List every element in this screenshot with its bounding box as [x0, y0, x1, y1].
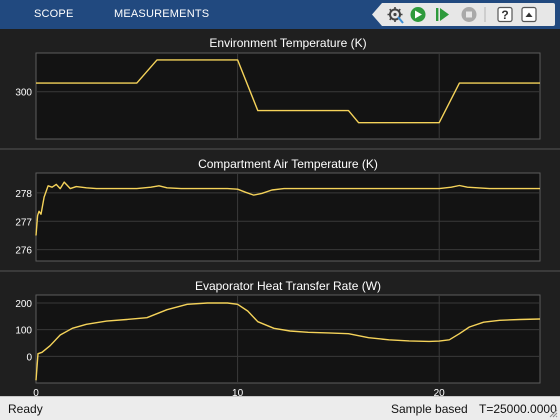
- status-sample-mode: Sample based: [391, 402, 468, 416]
- help-icon[interactable]: ?: [497, 6, 513, 23]
- x-tick-label: 10: [232, 388, 244, 396]
- scope-plot-area: 300 Environment Temperature (K) 276 277 278 C…: [0, 29, 560, 396]
- panel-title: Compartment Air Temperature (K): [198, 157, 378, 171]
- settings-gear-icon[interactable]: [387, 7, 404, 24]
- axes-background[interactable]: [35, 294, 541, 384]
- svg-text:?: ?: [501, 8, 508, 22]
- scope-panel-2: 276 277 278 Compartment Air Temperature (K): [15, 157, 541, 262]
- y-tick-label: 300: [15, 88, 32, 99]
- scope-panel-1: 300 Environment Temperature (K): [15, 36, 541, 140]
- status-sim-time: T=25000.0000: [479, 402, 557, 416]
- status-ready: Ready: [8, 402, 43, 416]
- stop-icon[interactable]: [461, 7, 477, 22]
- y-tick-label: 276: [15, 246, 32, 257]
- axes-background[interactable]: [35, 52, 541, 140]
- tab-measurements[interactable]: MEASUREMENTS: [114, 8, 210, 20]
- scope-axes-svg: 300 Environment Temperature (K) 276 277 278 C…: [0, 36, 560, 396]
- quick-access-toolbar: ?: [372, 3, 555, 26]
- y-tick-label: 278: [15, 189, 32, 200]
- y-tick-label: 0: [26, 352, 32, 363]
- toolstrip: SCOPE MEASUREMENTS: [0, 0, 560, 29]
- panel-title: Evaporator Heat Transfer Rate (W): [195, 279, 381, 293]
- signal-line: [35, 181, 540, 236]
- tab-scope[interactable]: SCOPE: [34, 8, 74, 20]
- y-tick-label: 200: [15, 299, 32, 310]
- y-tick-label: 100: [15, 326, 32, 337]
- status-bar: Ready Sample based T=25000.0000: [0, 396, 560, 420]
- axes-background[interactable]: [35, 172, 541, 262]
- panel-title: Environment Temperature (K): [209, 36, 366, 50]
- y-tick-label: 277: [15, 217, 32, 228]
- signal-line: [36, 59, 540, 124]
- x-tick-label: 20: [434, 388, 446, 396]
- x-tick-label: 0: [33, 388, 39, 396]
- resize-grip-icon[interactable]: [548, 408, 558, 418]
- signal-line: [35, 302, 541, 381]
- collapse-toolstrip-icon[interactable]: [521, 6, 537, 23]
- run-icon[interactable]: [410, 7, 426, 22]
- step-forward-icon[interactable]: [436, 8, 449, 21]
